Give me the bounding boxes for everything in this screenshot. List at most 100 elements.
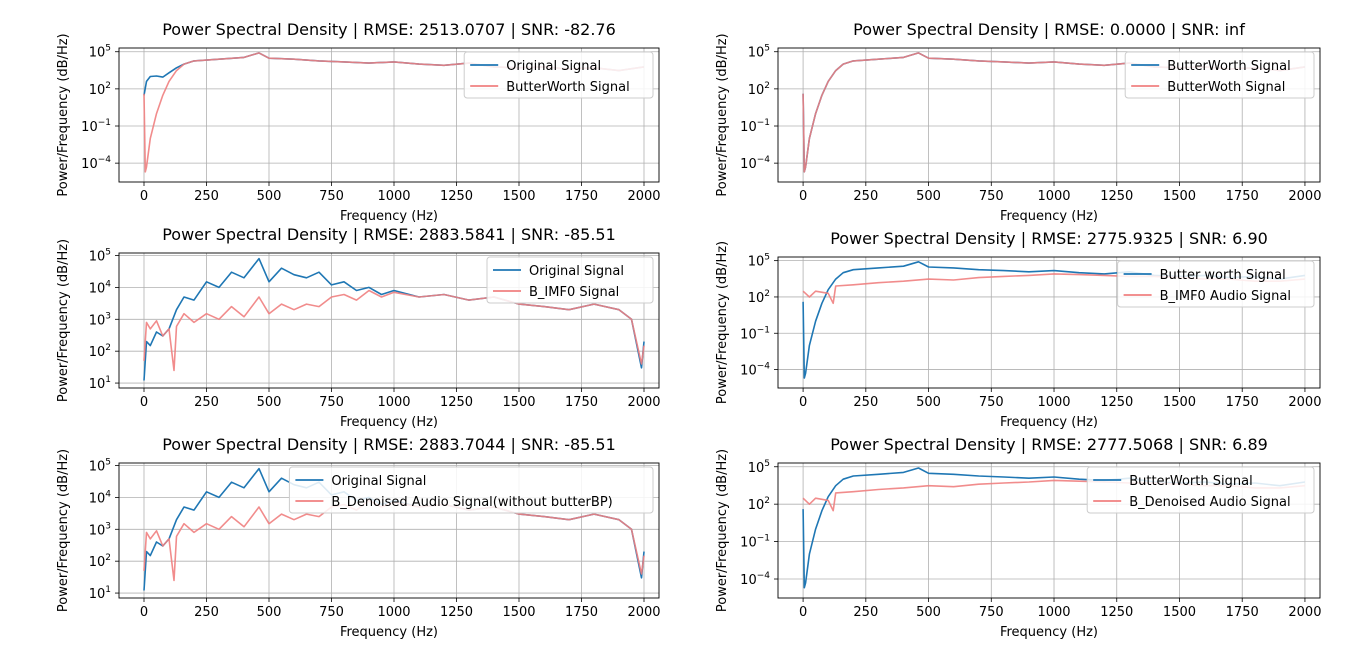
x-tick-label: 0 [140,395,148,410]
x-tick-label: 1000 [1037,605,1070,620]
x-tick-label: 500 [257,395,282,410]
y-tick-exponent: 3 [105,311,111,321]
y-tick-base: 10 [89,460,106,475]
y-tick-exponent: 2 [764,496,770,506]
y-tick-base: 10 [89,491,106,506]
axes-frame [777,47,1321,183]
y-tick-base: 10 [740,573,757,588]
x-tick-label: 1500 [1163,189,1196,204]
y-tick-base: 10 [89,250,106,265]
y-tick-label: 103 [89,521,111,538]
y-tick-label: 10−4 [740,362,770,379]
legend: Butter worth Signal B_IMF0 Audio Signal [1117,260,1315,308]
legend-label: ButterWorth Signal [1167,59,1291,74]
y-axis-label: Power/Frequency (dB/Hz) [715,241,730,404]
y-tick-exponent: 4 [105,489,111,499]
x-tick-label: 1750 [565,605,598,620]
y-tick-label: 101 [89,585,111,602]
y-tick-base: 10 [740,327,757,342]
legend: ButterWorth Signal ButterWoth Signal [1124,51,1315,99]
subplot-4: 0 250 500 750 1000 1250 1500 1750 200010510210−1… [715,229,1321,430]
axes-frame [777,256,1321,389]
x-tick-label: 750 [979,189,1004,204]
y-tick-label: 105 [89,248,111,265]
legend-label: B_Denoised Audio Signal(without butterBP… [331,495,612,510]
y-tick-base: 10 [740,364,757,379]
x-tick-label: 1750 [1226,605,1259,620]
legend-label: Original Signal [506,59,601,74]
y-tick-base: 10 [89,555,106,570]
x-tick-label: 2000 [627,605,660,620]
y-tick-exponent: −1 [757,325,770,335]
x-tick-label: 1750 [1226,189,1259,204]
legend-box [288,466,654,514]
y-tick-exponent: −1 [757,534,770,544]
x-tick-label: 750 [979,395,1004,410]
legend-label: B_Denoised Audio Signal [1129,495,1290,510]
y-tick-base: 10 [748,255,765,270]
y-tick-base: 10 [748,83,765,98]
subplot-title: Power Spectral Density | RMSE: 2883.7044… [162,435,616,454]
subplot-title: Power Spectral Density | RMSE: 2775.9325… [830,229,1268,248]
x-tick-label: 1500 [502,605,535,620]
x-tick-label: 250 [853,189,878,204]
x-tick-label: 500 [916,395,941,410]
legend-box [486,256,654,304]
y-tick-exponent: 5 [105,248,111,258]
legend-box [1117,260,1315,308]
y-tick-label: 102 [89,343,111,360]
y-tick-exponent: 2 [764,289,770,299]
x-axis-label: Frequency (Hz) [1000,415,1098,430]
x-tick-label: 250 [853,605,878,620]
x-tick-label: 250 [853,395,878,410]
legend-label: ButterWoth Signal [1167,80,1285,95]
y-tick-base: 10 [740,120,757,135]
y-tick-label: 10−1 [740,534,770,551]
y-axis-label: Power/Frequency (dB/Hz) [56,239,71,402]
y-tick-base: 10 [748,291,765,306]
y-tick-exponent: −1 [757,118,770,128]
x-tick-label: 1250 [440,605,473,620]
y-tick-base: 10 [740,157,757,172]
y-tick-label: 102 [89,81,111,98]
x-axis-label: Frequency (Hz) [340,625,438,640]
subplot-6: 0 250 500 750 1000 1250 1500 1750 200010510210−1… [715,435,1321,640]
y-tick-label: 102 [89,553,111,570]
y-tick-base: 10 [748,46,765,61]
y-tick-exponent: 2 [105,81,111,91]
x-tick-label: 1250 [1100,605,1133,620]
y-tick-label: 10−4 [740,155,770,172]
axes-frame [118,252,660,389]
y-tick-exponent: 5 [764,44,770,54]
y-tick-label: 10−4 [81,155,111,172]
x-tick-label: 750 [319,395,344,410]
y-tick-label: 102 [748,496,770,513]
x-tick-label: 1500 [1163,605,1196,620]
legend: Original Signal B_Denoised Audio Signal(w… [288,466,654,514]
x-tick-label: 1000 [377,605,410,620]
y-tick-exponent: −4 [757,155,771,165]
y-tick-label: 10−1 [81,118,111,135]
legend-box [463,51,654,99]
subplot-title: Power Spectral Density | RMSE: 2777.5068… [830,435,1268,454]
y-axis-label: Power/Frequency (dB/Hz) [715,33,730,196]
y-tick-base: 10 [89,377,106,392]
x-tick-label: 1500 [502,189,535,204]
subplot-title: Power Spectral Density | RMSE: 2883.5841… [162,225,616,244]
y-tick-label: 102 [748,289,770,306]
x-tick-label: 0 [140,189,148,204]
x-tick-label: 2000 [1288,395,1321,410]
legend-label: ButterWorth Signal [506,80,630,95]
x-tick-label: 0 [799,395,807,410]
x-tick-label: 1500 [502,395,535,410]
x-tick-label: 1750 [1226,395,1259,410]
x-tick-label: 500 [257,189,282,204]
x-axis-label: Frequency (Hz) [340,209,438,224]
y-tick-label: 102 [748,81,770,98]
subplot-3: 0 250 500 750 1000 1250 1500 1750 20001051041031… [56,225,661,430]
y-tick-exponent: 1 [105,585,111,595]
y-tick-exponent: 3 [105,521,111,531]
y-tick-label: 105 [89,44,111,61]
x-tick-label: 1250 [1100,395,1133,410]
